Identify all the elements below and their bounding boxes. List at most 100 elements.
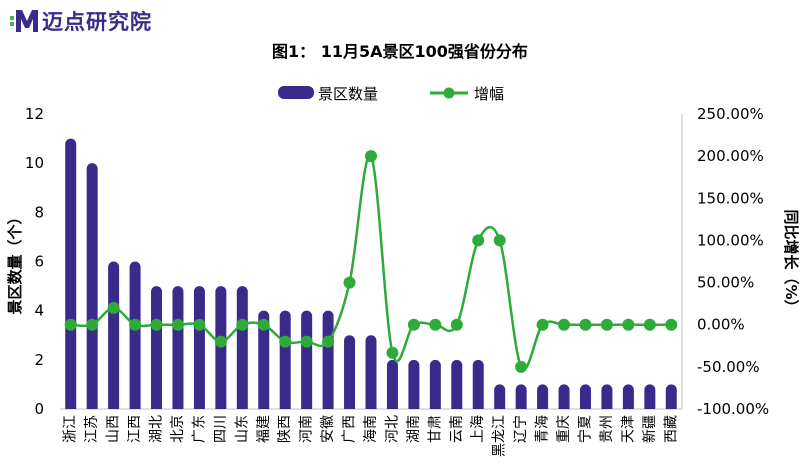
bar [537, 384, 549, 409]
bar [601, 384, 613, 409]
growth-line [64, 150, 678, 373]
y-tick-label: 12 [25, 105, 44, 123]
bar [429, 359, 441, 409]
category-label: 贵州 [599, 415, 615, 443]
growth-point [300, 335, 313, 348]
bar [258, 310, 270, 409]
growth-point [665, 318, 678, 331]
y-tick-label: 2 [34, 351, 44, 369]
growth-point [193, 318, 206, 331]
bars [65, 138, 677, 410]
brand-logo: 迈点研究院 [10, 6, 152, 36]
category-label: 山西 [106, 415, 122, 443]
growth-point [365, 150, 377, 163]
growth-point [322, 335, 335, 348]
category-label: 甘肃 [427, 415, 443, 443]
category-label: 辽宁 [512, 415, 529, 443]
bar [622, 384, 634, 409]
category-label: 上海 [470, 415, 486, 443]
category-label: 江苏 [84, 415, 100, 443]
y-tick-label: 0 [34, 400, 44, 418]
y2-tick-label: -100.00% [697, 400, 769, 418]
y2-tick-label: -50.00% [697, 358, 760, 376]
growth-point [150, 318, 163, 331]
bar [494, 384, 506, 409]
category-label: 福建 [256, 415, 272, 443]
y2-tick-label: 150.00% [697, 189, 764, 207]
bar [408, 359, 420, 409]
category-labels: 浙江 江苏 山西 江西 湖北 北京 广东 四川 山东 福建 陕西 河南 安徽 广西 海南 河北 湖南 甘肃 云南 上海… [63, 415, 680, 457]
growth-point [536, 318, 549, 331]
bar [365, 335, 377, 409]
legend-item-line: 增幅 [430, 85, 504, 103]
growth-point [86, 318, 99, 331]
category-label: 广东 [191, 415, 207, 443]
y2-axis-label: 同比增长（%） [782, 209, 800, 314]
growth-point [643, 318, 656, 331]
y2-tick-label: 50.00% [697, 274, 754, 292]
bar [644, 384, 656, 409]
y-tick-label: 10 [25, 154, 44, 172]
growth-point [493, 234, 506, 247]
growth-point [386, 346, 399, 359]
category-label: 河北 [384, 415, 400, 443]
category-label: 重庆 [556, 415, 572, 443]
growth-point [343, 276, 356, 289]
y-axis-label: 景区数量（个） [6, 209, 24, 314]
category-label: 宁夏 [576, 415, 593, 443]
growth-point [429, 318, 442, 331]
y2-tick-label: 200.00% [697, 147, 764, 165]
category-label: 西藏 [663, 415, 679, 443]
category-label: 安徽 [320, 415, 336, 443]
bar [579, 384, 591, 409]
bar [86, 163, 98, 409]
bar [193, 286, 205, 409]
growth-point [279, 335, 292, 348]
category-label: 湖北 [149, 415, 165, 443]
growth-point [236, 318, 249, 331]
y-tick-label: 4 [34, 302, 44, 320]
category-label: 黑龙江 [492, 415, 508, 457]
category-label: 北京 [170, 415, 186, 443]
bar [665, 384, 677, 409]
bar [472, 359, 484, 409]
category-label: 四川 [213, 415, 229, 443]
growth-point [171, 318, 184, 331]
bar [322, 310, 334, 409]
y-tick-label: 8 [34, 203, 44, 221]
growth-point [515, 360, 528, 373]
growth-point [107, 301, 120, 314]
chart-title: 图1： 11月5A景区100强省份分布 [272, 42, 528, 61]
growth-point [472, 234, 485, 247]
bar [236, 286, 248, 409]
growth-point [129, 318, 142, 331]
bar [279, 310, 291, 409]
category-label: 河南 [299, 415, 315, 443]
y2-tick-label: 0.00% [697, 316, 745, 334]
category-label: 陕西 [277, 415, 293, 443]
legend-label-bar: 景区数量 [318, 85, 378, 103]
category-label: 天津 [620, 415, 636, 443]
legend-bar-swatch [278, 86, 314, 99]
legend: 景区数量 增幅 [278, 85, 504, 103]
growth-point [407, 318, 420, 331]
category-label: 山东 [234, 415, 250, 443]
y-tick-label: 6 [34, 253, 44, 271]
bar [151, 286, 163, 409]
growth-point [622, 318, 635, 331]
bar [344, 335, 356, 409]
legend-item-bar: 景区数量 [278, 85, 378, 103]
growth-point [214, 335, 227, 348]
growth-point [450, 318, 463, 331]
legend-line-marker [443, 87, 455, 99]
bar [108, 261, 120, 409]
bar [558, 384, 570, 409]
category-label: 浙江 [63, 415, 79, 443]
m-logo-icon [10, 10, 38, 32]
bar [65, 138, 77, 410]
category-label: 青海 [535, 415, 551, 443]
category-label: 湖南 [406, 415, 422, 443]
category-label: 江西 [127, 415, 143, 443]
bar [301, 310, 313, 409]
